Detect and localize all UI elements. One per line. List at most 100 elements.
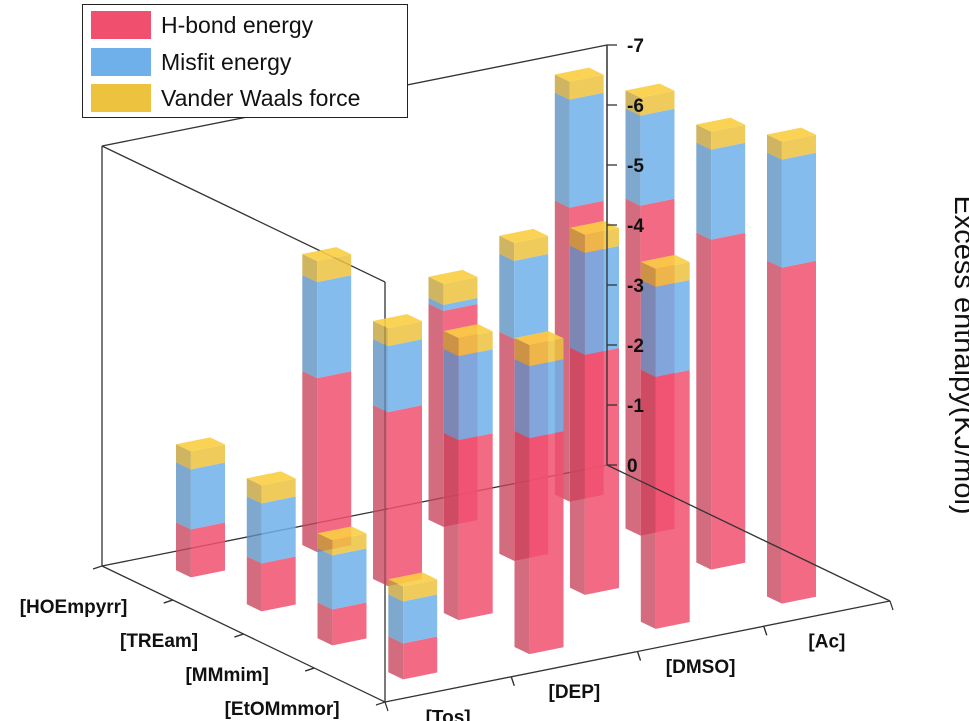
segment-side-vander-waals-force [625,90,641,116]
segment-side-vander-waals-force [767,134,782,160]
segment-side-misfit-energy [625,108,641,206]
segment-side-misfit-energy [767,152,782,268]
segment-front-misfit-energy [332,548,367,610]
segment-side-misfit-energy [176,462,191,530]
legend-label-misfit: Misfit energy [161,48,292,75]
z-tick-label: 0 [627,456,638,477]
segment-front-h-bond-energy [655,370,690,629]
segment-side-h-bond-energy [302,371,318,553]
segment-side-misfit-energy [696,142,712,240]
x-tick-label: [Tos] [426,707,471,721]
segment-front-misfit-energy [190,462,225,530]
legend-item-misfit: Misfit energy [91,46,291,78]
y-tick-mark [305,667,315,672]
z-tick-label: -1 [627,396,644,417]
y-tick-label: [MMmim] [185,665,268,686]
segment-front-vander-waals-force [584,228,619,253]
y-axis-labels: [EtOMmmor] [MMmim] [TREam] [HOEmpyrr] [20,565,386,720]
segment-front-misfit-energy [317,275,352,379]
segment-front-vander-waals-force [781,134,816,160]
z-axis-label: Excess enthalpy(KJ/mol) [948,195,969,514]
segment-front-vander-waals-force [529,338,564,367]
segment-front-vander-waals-force [640,90,675,116]
bar-top-face [317,526,367,541]
segment-front-misfit-energy [529,359,564,439]
bar-Ac-EtOMmmor [767,127,816,604]
x-axis-labels: [Tos] [DEP] [DMSO] [Ac] [384,600,894,721]
x-tick-mark [763,626,768,636]
segment-side-vander-waals-force [176,444,191,470]
y-tick-mark [92,565,103,570]
segment-front-h-bond-energy [190,522,225,578]
segment-front-h-bond-energy [403,636,438,680]
segment-side-vander-waals-force [388,579,404,602]
segment-side-vander-waals-force [696,124,712,150]
z-tick-label: -6 [627,96,644,117]
segment-front-misfit-energy [403,594,438,644]
bar-Tos-MMmim [317,526,367,646]
x-tick-label: [DMSO] [666,657,736,678]
segment-side-misfit-energy [428,297,444,311]
segment-front-h-bond-energy [261,556,296,612]
segment-side-misfit-energy [317,548,333,610]
segment-side-misfit-energy [302,275,318,379]
segment-front-misfit-energy [387,339,422,413]
legend: H-bond energy Misfit energy Vander Waals… [82,4,408,118]
bar-DEP-EtOMmmor [514,331,564,655]
segment-side-misfit-energy [554,92,570,208]
segment-front-misfit-energy [261,496,296,564]
z-tick-label: -4 [627,216,644,237]
segment-front-misfit-energy [569,92,604,208]
legend-item-vdw: Vander Waals force [91,82,360,114]
bar-top-face [625,83,675,98]
segment-side-h-bond-energy [246,556,262,612]
segment-side-misfit-energy [443,349,459,441]
bar-top-face [696,117,746,132]
bar-top-face [373,314,422,329]
legend-swatch-h-bond [91,11,151,39]
segment-side-h-bond-energy [767,260,782,604]
x-tick-mark [889,600,894,611]
segment-side-vander-waals-force [373,321,388,347]
segment-side-h-bond-energy [499,331,515,561]
segment-side-vander-waals-force [443,331,459,357]
segment-side-h-bond-energy [428,303,444,527]
segment-front-vander-waals-force [458,331,493,357]
legend-item-h-bond: H-bond energy [91,9,313,41]
segment-front-vander-waals-force [190,444,225,470]
bar-DMSO-MMmim [570,220,619,595]
segment-side-h-bond-energy [696,232,712,570]
segment-side-vander-waals-force [302,254,318,283]
z-tick-label: -5 [627,156,644,177]
bar-top-face [428,269,478,284]
segment-side-h-bond-energy [373,405,388,587]
segment-front-h-bond-energy [529,431,564,655]
bar-DEP-HOEmpyrr [302,247,352,553]
z-tick-label: -2 [627,336,644,357]
segment-front-h-bond-energy [332,602,367,646]
z-axis-ticks: 0 -1 -2 -3 -4 -5 -6 -7 [607,36,644,477]
segment-front-misfit-energy [711,142,746,240]
floor-right-edge [606,464,891,602]
segment-front-vander-waals-force [332,533,367,556]
segment-side-h-bond-energy [514,431,530,655]
segment-side-misfit-energy [499,253,515,339]
segment-front-h-bond-energy [781,260,816,604]
segment-front-h-bond-energy [711,232,746,570]
segment-front-misfit-energy [640,108,675,206]
x-tick-label: [Ac] [808,632,845,653]
bar-top-face [514,331,564,346]
bar-Tos-EtOMmmor [388,572,438,680]
x-tick-mark [636,651,642,661]
segment-front-vander-waals-force [711,124,746,150]
segment-front-vander-waals-force [514,236,549,261]
segment-side-misfit-energy [373,339,388,413]
bar-top-face [554,67,604,82]
y-tick-label: [HOEmpyrr] [20,597,128,618]
segment-front-vander-waals-force [387,321,422,347]
segment-front-vander-waals-force [569,74,604,100]
bar-top-face [302,247,352,262]
segment-side-vander-waals-force [570,227,585,253]
z-tick-label: -7 [627,36,644,57]
segment-side-h-bond-energy [570,347,585,595]
